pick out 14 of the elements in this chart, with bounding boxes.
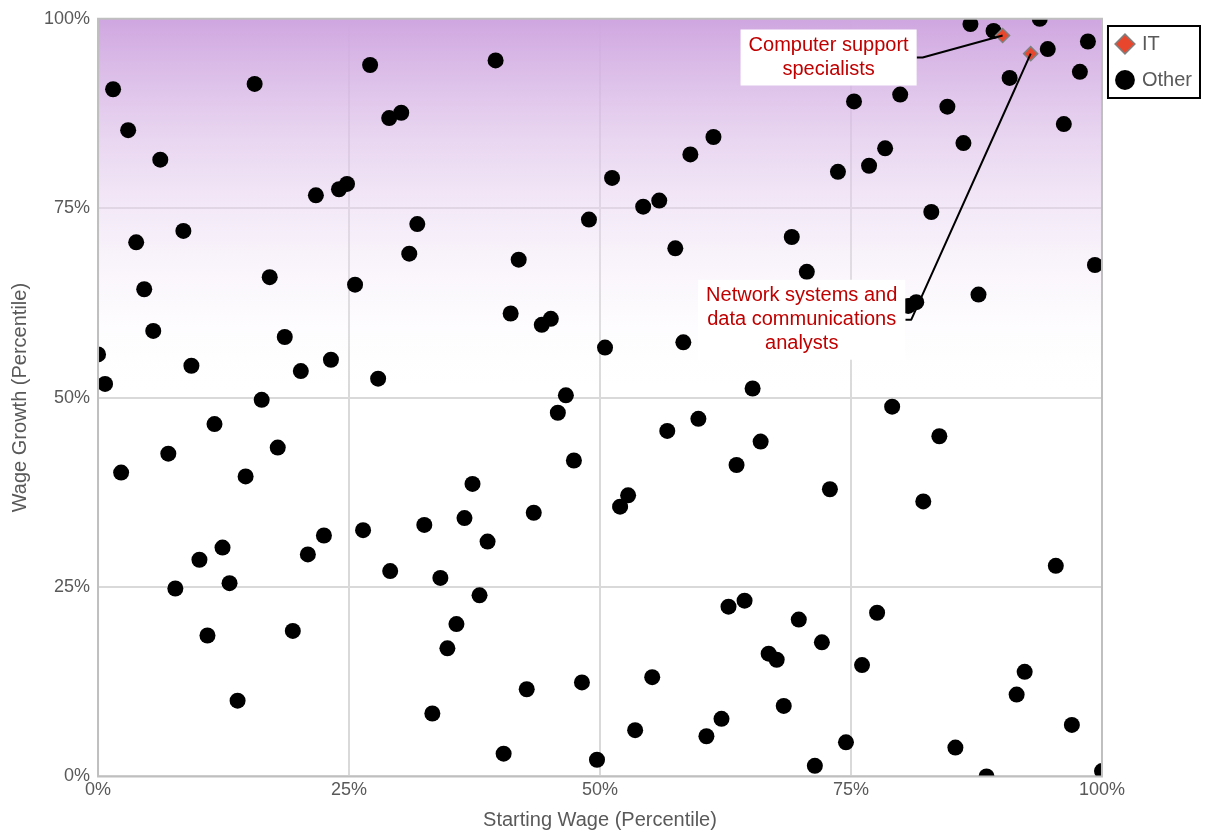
y-tick-label: 25% bbox=[54, 575, 91, 596]
x-tick-label: 100% bbox=[1078, 779, 1125, 800]
y-tick-label: 75% bbox=[54, 197, 91, 218]
x-tick-label: 50% bbox=[581, 779, 619, 800]
x-axis-title: Starting Wage (Percentile) bbox=[483, 807, 717, 830]
annotation: Computer support specialists bbox=[748, 32, 910, 79]
legend-label: IT bbox=[1141, 31, 1160, 54]
x-tick-label: 75% bbox=[832, 779, 870, 800]
legend-label: Other bbox=[1141, 67, 1193, 90]
annotation: Network systems and data communications analysts bbox=[706, 283, 898, 354]
y-axis-title: Wage Growth (Percentile) bbox=[7, 282, 30, 513]
y-tick-label: 100% bbox=[43, 7, 91, 28]
y-tick-label: 50% bbox=[54, 386, 91, 407]
x-tick-label: 25% bbox=[331, 779, 368, 800]
